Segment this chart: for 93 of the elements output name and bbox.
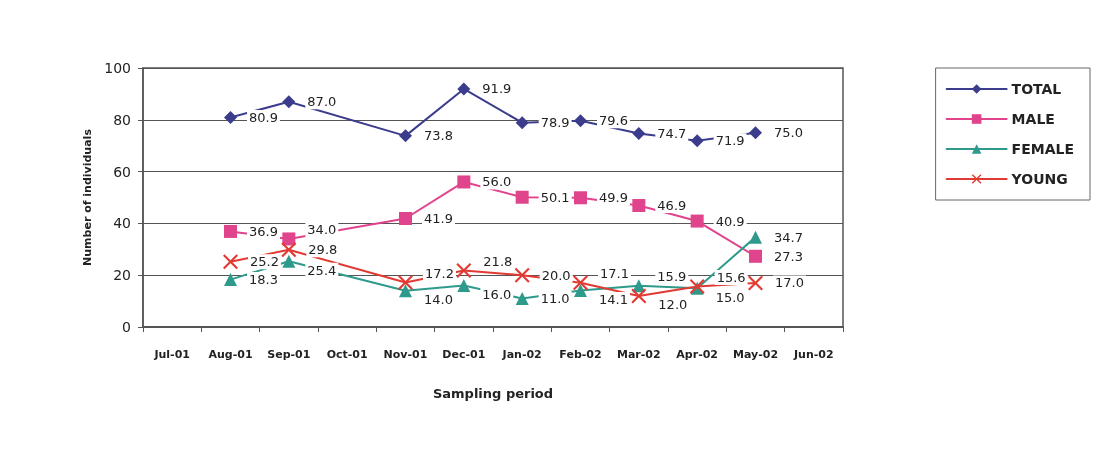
point [282,232,296,246]
legend-label: TOTAL [1011,81,1062,97]
point [515,292,529,306]
data-label: 41.9 [424,210,453,226]
point [282,254,296,268]
point [515,116,529,130]
data-label: 11.0 [540,291,570,307]
point [631,288,647,304]
point [632,127,646,141]
data-label: 14.1 [599,291,628,307]
data-label: 17.0 [775,275,804,291]
data-label: 16.0 [482,287,512,303]
y-tick-label: 60 [113,163,131,180]
point [574,114,587,128]
data-label: 36.9 [249,223,278,239]
data-label: 80.9 [249,109,278,125]
x-tick-label: Nov-01 [383,348,428,361]
point [514,267,530,283]
point [632,199,646,213]
point [457,82,471,96]
point [690,134,704,148]
data-label: 34.0 [307,222,337,238]
data-label: 25.2 [250,254,279,270]
point [399,211,412,225]
data-label: 78.9 [540,115,570,131]
point [574,283,587,297]
point [457,279,471,293]
point [457,175,471,189]
x-tick-label: Jul-01 [153,348,190,361]
data-label: 73.8 [424,128,453,144]
data-label: 75.0 [774,125,803,141]
data-label: 15.6 [716,270,746,286]
x-tick-label: Aug-01 [208,348,253,361]
point [399,284,412,298]
data-label: 18.3 [249,272,278,288]
point [399,129,412,143]
y-tick-label: 20 [113,267,131,284]
legend-label: FEMALE [1011,141,1075,157]
y-tick-label: 0 [122,319,131,335]
data-label: 87.0 [307,94,337,110]
data-label: 15.0 [715,289,745,305]
data-label: 15.9 [657,269,687,285]
point [224,273,237,287]
point [515,190,529,204]
data-label: 25.4 [307,262,337,278]
data-label: 74.7 [657,126,687,142]
point [690,214,704,228]
y-tick-label: 40 [113,215,131,232]
data-label: 56.0 [482,174,512,190]
data-label: 40.9 [715,213,745,229]
y-tick-label: 100 [104,60,131,76]
legend-label: MALE [1011,111,1055,127]
point [224,224,237,238]
data-label: 20.0 [541,267,571,283]
data-label: 12.0 [658,297,688,313]
x-axis-title: Sampling period [432,386,554,401]
point [574,191,587,205]
x-tick-label: Mar-02 [617,348,661,361]
data-label: 49.9 [599,190,628,206]
data-label: 50.1 [540,189,570,205]
data-label: 34.7 [774,229,803,245]
data-label: 29.8 [308,242,338,258]
point [749,126,762,140]
x-tick-label: Jan-02 [501,348,542,361]
y-tick-label: 80 [113,111,131,128]
x-tick-label: Sep-01 [267,348,311,361]
legend-label: YOUNG [1010,171,1068,187]
point [573,275,588,291]
x-tick-label: Oct-01 [326,348,368,361]
x-tick-label: Dec-01 [442,348,486,361]
point [398,274,413,290]
data-label: 46.9 [657,198,687,214]
data-label: 79.6 [599,113,628,129]
point [748,275,763,291]
point [281,242,297,258]
data-label: 27.3 [774,248,803,264]
x-tick-label: May-02 [732,348,779,361]
y-axis-title: Number of individuals [81,128,94,266]
point [282,95,296,109]
data-label: 14.0 [424,292,453,308]
point [456,263,472,279]
data-label: 17.2 [425,265,454,281]
point [749,230,762,244]
data-label: 71.9 [715,133,745,149]
x-tick-label: Jun-02 [793,348,834,361]
x-tick-label: Feb-02 [559,348,602,361]
x-tick-label: Apr-02 [676,348,719,361]
data-label: 17.1 [600,266,629,282]
data-label: 91.9 [482,81,512,97]
point [223,254,238,270]
point [224,110,237,124]
data-label: 21.8 [483,254,513,270]
point [749,249,762,263]
